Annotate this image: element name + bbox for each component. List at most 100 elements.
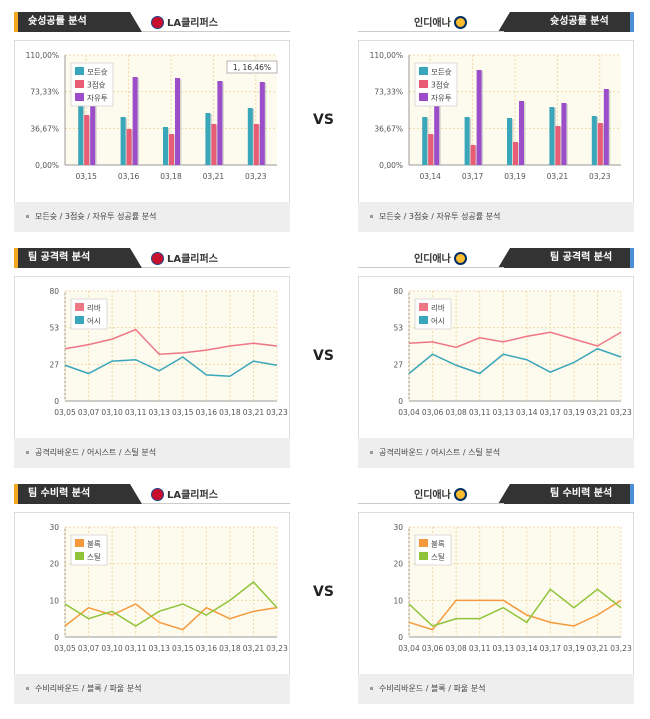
panel-title: 팀 공격력 분석	[510, 248, 630, 268]
x-tick-label: 03,21	[587, 644, 609, 653]
x-tick-label: 03,11	[469, 644, 491, 653]
clippers-logo-icon	[151, 487, 164, 501]
team-label: 인디애나	[414, 486, 470, 502]
caption-text: 공격리바운드 / 어시스트 / 스틸 분석	[35, 448, 157, 457]
panel-header: 팀 수비력 분석 LA클리퍼스	[14, 484, 290, 504]
x-tick-label: 03,23	[266, 644, 288, 653]
legend-label: 어시	[87, 316, 101, 326]
bar	[132, 77, 138, 165]
x-tick-label: 03,23	[610, 644, 632, 653]
team-label: LA클리퍼스	[148, 14, 218, 30]
accent-bar	[630, 248, 634, 268]
panel-header: 팀 공격력 분석 인디애나	[358, 248, 634, 268]
x-tick-label: 03,04	[398, 644, 420, 653]
accent-bar	[14, 12, 18, 32]
bullet-icon	[370, 451, 373, 454]
bullet-icon	[26, 215, 29, 218]
panel-caption: 모든슛 / 3점슛 / 자유투 성공률 분석	[14, 202, 290, 232]
x-tick-label: 03,21	[587, 408, 609, 417]
legend-swatch	[419, 67, 428, 75]
panel-caption: 수비리바운드 / 블록 / 파울 분석	[14, 674, 290, 704]
x-tick-label: 03,13	[148, 644, 170, 653]
caption-text: 공격리바운드 / 어시스트 / 스틸 분석	[379, 448, 501, 457]
legend-swatch	[419, 316, 428, 324]
legend-label: 3점슛	[87, 80, 106, 90]
panel-title: 팀 수비력 분석	[18, 484, 130, 504]
bar	[422, 117, 428, 165]
panel-title: 슛성공률 분석	[18, 12, 130, 32]
bar	[120, 117, 126, 165]
series-line	[64, 603, 278, 631]
x-tick-label: 03,07	[78, 644, 100, 653]
x-tick-label: 03,21	[243, 644, 265, 653]
x-tick-label: 03,19	[563, 644, 585, 653]
tab-slant	[498, 12, 510, 32]
bar	[476, 70, 482, 165]
team-name: 인디애나	[414, 490, 451, 501]
legend-label: 스틸	[87, 553, 101, 562]
bar	[163, 127, 168, 165]
vs-label: VS	[313, 584, 334, 600]
bar	[126, 129, 132, 165]
header-rule	[358, 503, 504, 504]
y-tick-label: 20	[393, 560, 403, 569]
x-tick-label: 03,14	[419, 172, 441, 181]
panel-shooting-pacers: 슛성공률 분석 인디애나 0,00% 36,67% 73,33% 110,00% 03,…	[358, 12, 634, 232]
y-tick-label: 80	[393, 287, 403, 296]
y-tick-label: 10	[393, 596, 403, 605]
legend-label: 블록	[431, 540, 445, 549]
tooltip-text: 1, 16,46%	[233, 63, 271, 72]
legend-swatch	[75, 539, 84, 547]
x-tick-label: 03,18	[160, 172, 182, 181]
bar	[169, 134, 174, 165]
chart-frame: 0,00% 36,67% 73,33% 110,00% 03,14 03,17 03,19 0…	[358, 40, 634, 204]
panel-caption: 공격리바운드 / 어시스트 / 스틸 분석	[358, 438, 634, 468]
chart-svg: 0,00% 36,67% 73,33% 110,00% 03,15 03,16 03,18 0…	[26, 51, 278, 181]
panel-caption: 공격리바운드 / 어시스트 / 스틸 분석	[14, 438, 290, 468]
header-rule	[358, 31, 504, 32]
panel-title: 팀 공격력 분석	[18, 248, 130, 268]
x-tick-label: 03,06	[422, 408, 444, 417]
chart-frame: 0 27 53 80 03,04 03,06 03,08 03,11 03,13 03,14 03,…	[358, 276, 634, 440]
chart-frame: 0 10 20 30 03,05 03,07 03,10 03,11 03,13 03,15 03,…	[14, 512, 290, 676]
x-tick-label: 03,16	[196, 644, 218, 653]
legend-label: 블록	[87, 540, 101, 549]
legend-swatch	[75, 552, 84, 560]
panel-offense-pacers: 팀 공격력 분석 인디애나 0 27 53 80 03,04 03,06 03,08 03,1…	[358, 248, 634, 468]
y-tick-label: 73,33%	[30, 88, 59, 97]
legend-label: 어시	[431, 316, 445, 326]
pacers-logo-icon	[453, 15, 467, 29]
tab-slant	[498, 248, 510, 268]
bar	[175, 78, 180, 165]
caption-text: 수비리바운드 / 블록 / 파울 분석	[35, 684, 142, 693]
bar	[519, 101, 524, 165]
y-tick-label: 27	[49, 360, 59, 369]
series-line	[408, 347, 622, 375]
y-tick-label: 0	[398, 633, 403, 642]
bar	[513, 142, 518, 165]
panel-header: 슛성공률 분석 LA클리퍼스	[14, 12, 290, 32]
y-tick-label: 53	[393, 324, 403, 333]
x-tick-label: 03,21	[547, 172, 569, 181]
team-name: LA클리퍼스	[167, 490, 218, 501]
bar	[561, 103, 567, 165]
chart-frame: 0,00% 36,67% 73,33% 110,00% 03,15 03,16 03,18 0…	[14, 40, 290, 204]
legend-swatch	[419, 80, 428, 88]
legend-label: 리바	[431, 303, 445, 313]
header-rule	[142, 31, 290, 32]
team-name: LA클리퍼스	[167, 18, 218, 29]
bullet-icon	[26, 451, 29, 454]
bar	[78, 105, 84, 165]
panel-title: 팀 수비력 분석	[510, 484, 630, 504]
caption-text: 모든슛 / 3점슛 / 자유투 성공률 분석	[35, 212, 157, 221]
accent-bar	[630, 12, 634, 32]
y-tick-label: 36,67%	[374, 124, 403, 133]
x-tick-label: 03,19	[504, 172, 526, 181]
x-tick-label: 03,17	[462, 172, 484, 181]
x-tick-label: 03,13	[492, 408, 514, 417]
bullet-icon	[370, 687, 373, 690]
legend-swatch	[75, 67, 84, 75]
y-tick-label: 73,33%	[374, 88, 403, 97]
